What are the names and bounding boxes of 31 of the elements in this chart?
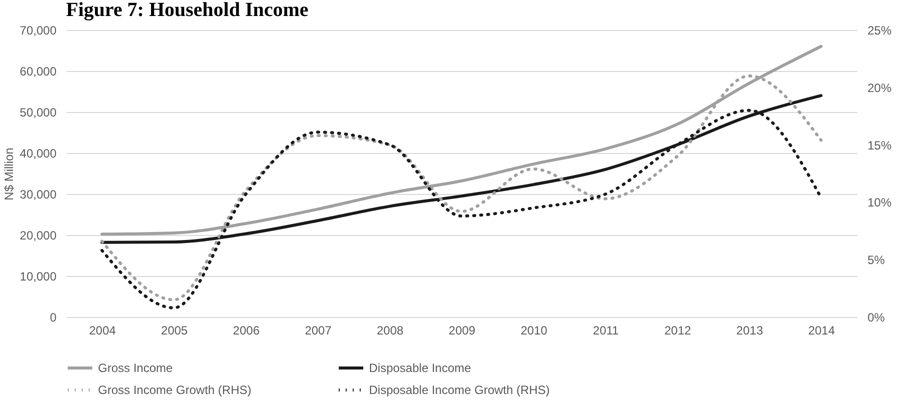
y-tick-label: 70,000 xyxy=(20,24,57,38)
x-tick-label: 2011 xyxy=(592,324,620,338)
legend-label: Gross Income xyxy=(98,361,174,375)
x-tick-label: 2014 xyxy=(808,324,836,338)
y-tick-label: 30,000 xyxy=(20,188,57,202)
legend-label: Gross Income Growth (RHS) xyxy=(98,383,252,397)
chart-title: Figure 7: Household Income xyxy=(66,0,309,21)
y-tick-label: 60,000 xyxy=(20,64,57,78)
x-tick-label: 2005 xyxy=(161,324,188,338)
legend-label: Disposable Income xyxy=(369,361,472,375)
x-tick-label: 2006 xyxy=(232,324,260,338)
y2-tick-label: 15% xyxy=(868,138,892,152)
x-tick-label: 2008 xyxy=(376,324,404,338)
y2-tick-label: 10% xyxy=(868,196,892,210)
x-tick-label: 2012 xyxy=(664,324,692,338)
x-tick-label: 2010 xyxy=(520,324,548,338)
x-tick-label: 2013 xyxy=(736,324,764,338)
y-tick-label: 10,000 xyxy=(20,270,57,284)
y2-tick-label: 5% xyxy=(868,253,886,268)
x-tick-label: 2007 xyxy=(304,324,332,338)
y2-tick-label: 25% xyxy=(868,24,892,38)
y-tick-label: 20,000 xyxy=(20,228,57,242)
x-tick-label: 2009 xyxy=(448,324,476,338)
y2-tick-label: 20% xyxy=(868,80,892,95)
x-tick-label: 2004 xyxy=(89,324,116,338)
y-tick-label: 40,000 xyxy=(20,146,57,160)
y-axis-title: N$ Million xyxy=(2,148,16,200)
y2-tick-label: 0% xyxy=(868,310,886,324)
legend-label: Disposable Income Growth (RHS) xyxy=(369,383,550,397)
y-tick-label: 50,000 xyxy=(20,106,57,120)
y-tick-label: 0 xyxy=(50,310,57,324)
